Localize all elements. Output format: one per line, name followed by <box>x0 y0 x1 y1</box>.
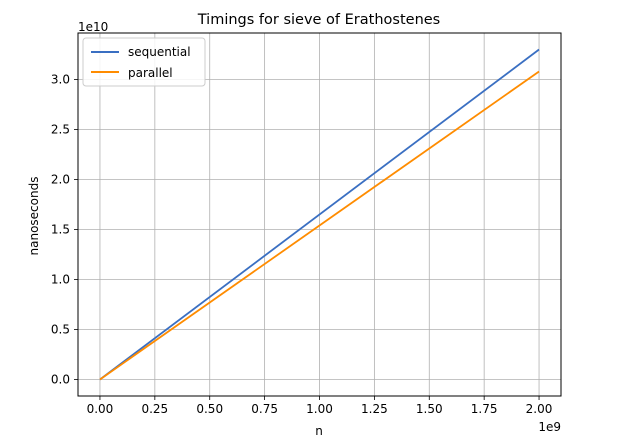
x-offset-label: 1e9 <box>538 420 561 434</box>
y-tick-label: 0.5 <box>51 323 70 337</box>
x-tick-label: 1.75 <box>471 402 498 416</box>
y-axis-label: nanoseconds <box>27 177 41 256</box>
x-tick-label: 1.50 <box>416 402 443 416</box>
y-offset-label: 1e10 <box>78 20 108 34</box>
legend-label-parallel: parallel <box>128 66 173 80</box>
axes-frame <box>77 32 562 397</box>
series-line-parallel <box>99 70 540 381</box>
x-tick-label: 2.00 <box>526 402 553 416</box>
x-tick-label: 1.00 <box>306 402 333 416</box>
x-tick-label: 0.00 <box>87 402 114 416</box>
x-axis-label: n <box>315 424 323 438</box>
legend-label-sequential: sequential <box>128 45 191 59</box>
x-tick-label: 0.75 <box>251 402 278 416</box>
x-tick-label: 0.50 <box>196 402 223 416</box>
y-tick-label: 2.5 <box>51 123 70 137</box>
y-tick-label: 1.0 <box>51 273 70 287</box>
series <box>99 48 540 381</box>
y-tick-label: 1.5 <box>51 223 70 237</box>
series-line-sequential <box>99 48 540 381</box>
y-tick-label: 0.0 <box>51 373 70 387</box>
y-tick-label: 3.0 <box>51 73 70 87</box>
legend-box <box>82 37 206 87</box>
ticks: 0.00 0.25 0.50 0.75 1.00 1.25 1.50 1.75 2.00 0.0 0… <box>51 73 552 417</box>
grid <box>78 33 561 396</box>
y-tick-label: 2.0 <box>51 173 70 187</box>
legend: sequential parallel <box>82 37 206 87</box>
x-tick-label: 0.25 <box>141 402 168 416</box>
x-tick-label: 1.25 <box>361 402 388 416</box>
chart-title: Timings for sieve of Erathostenes <box>197 12 440 28</box>
